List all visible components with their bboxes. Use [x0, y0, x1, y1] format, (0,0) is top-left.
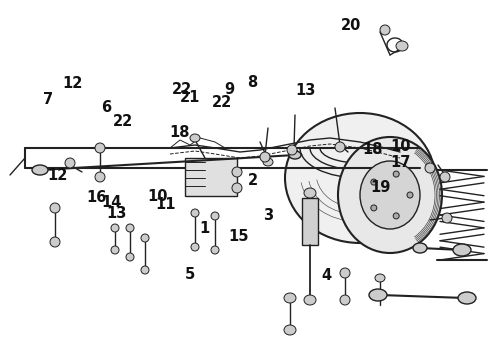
- Ellipse shape: [210, 212, 219, 220]
- Ellipse shape: [337, 137, 441, 253]
- Ellipse shape: [379, 25, 389, 35]
- Text: 13: 13: [295, 83, 315, 98]
- Ellipse shape: [210, 246, 219, 254]
- Text: 14: 14: [101, 195, 122, 210]
- Ellipse shape: [231, 183, 242, 193]
- Ellipse shape: [359, 161, 419, 229]
- Ellipse shape: [392, 171, 398, 177]
- Text: 18: 18: [169, 125, 190, 140]
- Text: 5: 5: [184, 267, 194, 282]
- Ellipse shape: [285, 113, 434, 243]
- Text: 13: 13: [106, 206, 126, 221]
- Ellipse shape: [141, 266, 149, 274]
- Text: 12: 12: [47, 168, 68, 183]
- Ellipse shape: [304, 188, 315, 198]
- Ellipse shape: [286, 145, 296, 155]
- Text: 2: 2: [248, 173, 258, 188]
- Text: 10: 10: [147, 189, 167, 204]
- Ellipse shape: [368, 289, 386, 301]
- Ellipse shape: [370, 179, 376, 185]
- Ellipse shape: [190, 134, 200, 142]
- Ellipse shape: [304, 295, 315, 305]
- Ellipse shape: [263, 158, 272, 166]
- Text: 6: 6: [102, 100, 111, 115]
- Ellipse shape: [339, 268, 349, 278]
- Ellipse shape: [288, 151, 301, 159]
- Ellipse shape: [392, 213, 398, 219]
- Ellipse shape: [424, 163, 434, 173]
- Text: 4: 4: [321, 268, 331, 283]
- Ellipse shape: [32, 165, 48, 175]
- Text: 3: 3: [263, 208, 272, 223]
- Ellipse shape: [95, 143, 105, 153]
- Bar: [184, 158, 237, 196]
- Text: 18: 18: [362, 142, 382, 157]
- Ellipse shape: [374, 274, 384, 282]
- Ellipse shape: [126, 224, 134, 232]
- Ellipse shape: [191, 209, 199, 217]
- Ellipse shape: [452, 244, 470, 256]
- Ellipse shape: [141, 234, 149, 242]
- Ellipse shape: [126, 253, 134, 261]
- Ellipse shape: [50, 203, 60, 213]
- Text: 1: 1: [199, 221, 209, 236]
- Text: 8: 8: [247, 75, 257, 90]
- Text: 19: 19: [369, 180, 390, 195]
- Text: 22: 22: [212, 95, 232, 110]
- Ellipse shape: [284, 293, 295, 303]
- Text: 22: 22: [113, 114, 133, 129]
- Ellipse shape: [339, 295, 349, 305]
- Ellipse shape: [284, 325, 295, 335]
- Text: 10: 10: [390, 139, 410, 154]
- Ellipse shape: [260, 152, 269, 162]
- Text: 20: 20: [340, 18, 361, 33]
- Text: 22: 22: [171, 82, 192, 97]
- Text: 16: 16: [86, 190, 107, 205]
- Ellipse shape: [457, 292, 475, 304]
- Ellipse shape: [65, 158, 75, 168]
- Text: 21: 21: [179, 90, 200, 105]
- Ellipse shape: [406, 192, 412, 198]
- Text: 9: 9: [224, 82, 233, 97]
- Ellipse shape: [111, 246, 119, 254]
- Ellipse shape: [412, 243, 426, 253]
- Ellipse shape: [370, 205, 376, 211]
- Text: 7: 7: [43, 91, 53, 107]
- Ellipse shape: [111, 224, 119, 232]
- Ellipse shape: [441, 213, 451, 223]
- Ellipse shape: [334, 142, 345, 152]
- Ellipse shape: [439, 172, 449, 182]
- Text: 17: 17: [389, 155, 409, 170]
- Text: 12: 12: [62, 76, 82, 91]
- Ellipse shape: [395, 41, 407, 51]
- Bar: [302, 198, 317, 245]
- Ellipse shape: [191, 243, 199, 251]
- Text: 11: 11: [155, 197, 175, 212]
- Ellipse shape: [231, 167, 242, 177]
- Ellipse shape: [95, 172, 105, 182]
- Text: 15: 15: [228, 229, 248, 244]
- Ellipse shape: [50, 237, 60, 247]
